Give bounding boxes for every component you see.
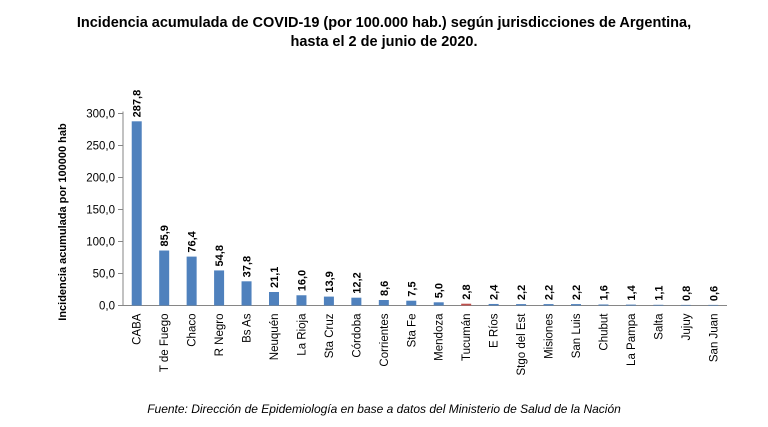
bar [433,302,444,306]
y-tick-label: 200,0 [86,173,115,185]
category-label: Chubut [598,313,610,351]
bars [131,121,719,306]
data-label: 7,5 [406,281,418,296]
data-label: 85,9 [159,225,171,246]
data-label: 54,8 [214,245,226,266]
category-label: Sta Fe [406,314,418,348]
category-label: Tucumán [461,314,473,362]
category-label: Jujuy [681,313,693,340]
data-label: 2,2 [516,285,528,300]
category-label: Neuquén [269,314,281,361]
y-tick-label: 300,0 [86,109,115,121]
data-label: 21,1 [269,267,281,288]
y-tick-label: 150,0 [86,205,115,217]
bar [543,304,554,306]
bar-chart: 0,0 50,0 100,0 150,0 200,0 250,0 300,0 287,8 85… [57,90,727,376]
category-label: Misiones [544,313,556,359]
data-label: 37,8 [242,256,254,277]
category-label: San Luis [571,313,583,358]
category-label: Córdoba [351,313,363,358]
bar [653,304,664,306]
category-label: Sta Cruz [324,313,336,358]
data-label: 8,6 [379,281,391,296]
bar [241,281,252,306]
data-label: 13,9 [324,271,336,292]
bar [269,291,279,306]
category-labels: CABA T de Fuego Chaco R Negro Bs As Neuquén La… [132,313,721,376]
chart-title-line-2: hasta el 2 de junio de 2020. [290,34,478,50]
bar [598,304,609,306]
bar [488,303,499,306]
bar [708,304,719,306]
source-note: Fuente: Dirección de Epidemiología en ba… [147,402,621,416]
category-label: Stgo del Est [516,313,528,376]
data-label: 2,2 [571,285,583,300]
data-label: 287,8 [132,90,144,118]
data-label: 16,0 [296,270,308,291]
bar [461,303,472,306]
y-tick-label: 250,0 [86,141,115,153]
category-label: San Juan [708,314,720,363]
y-tick-label: 100,0 [86,237,115,249]
category-label: Mendoza [434,313,446,361]
bar [680,304,691,306]
data-label: 76,4 [187,230,199,252]
category-label: Chaco [187,314,199,347]
data-label: 0,8 [681,286,693,301]
chart-title-line-1: Incidencia acumulada de COVID-19 (por 10… [76,15,692,31]
bar [323,296,334,306]
data-label: 1,6 [598,285,610,300]
bar [186,256,197,306]
category-label: CABA [132,313,144,345]
bar [131,121,142,306]
data-label: 2,4 [489,284,501,300]
data-label: 2,2 [544,285,556,300]
bar [159,250,170,306]
chart-title: Incidencia acumulada de COVID-19 (por 10… [0,14,768,52]
bar [296,295,307,306]
data-label: 0,6 [708,286,720,301]
data-label: 12,2 [351,272,363,293]
y-tick-label: 50,0 [93,269,115,281]
data-label: 1,1 [653,285,665,300]
bar [214,270,225,306]
data-label: 5,0 [434,283,446,298]
category-label: R Negro [214,314,226,357]
data-labels: 287,8 85,9 76,4 54,8 37,8 21,1 16,0 13,9 12,2 8,6… [132,90,721,301]
bar [625,304,636,306]
category-label: E Ríos [489,313,501,348]
bar [406,300,417,306]
category-label: La Pampa [626,313,638,366]
category-label: La Rioja [296,313,308,356]
bar [351,297,362,306]
data-label: 2,8 [461,284,473,299]
bar [571,304,581,306]
y-axis-label: Incidencia acumulada por 100000 hab [57,123,69,321]
category-label: Salta [653,313,665,340]
y-tick-label: 0,0 [99,301,115,313]
data-label: 1,4 [626,284,638,300]
bar [516,304,527,306]
category-label: T de Fuego [159,314,171,373]
bar [378,299,389,306]
category-label: Corrientes [379,313,391,366]
category-label: Bs As [242,313,254,343]
